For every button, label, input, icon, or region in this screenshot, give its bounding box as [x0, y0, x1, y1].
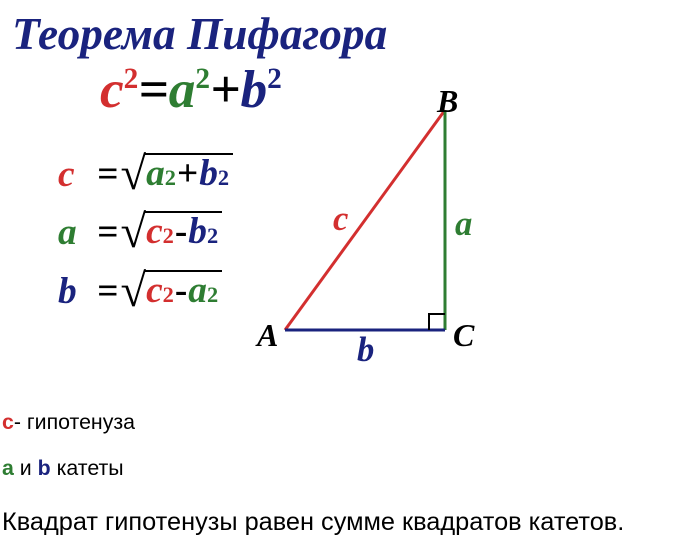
exp-a: 2	[195, 63, 210, 95]
var-b: b	[240, 59, 267, 119]
term1-exp: 2	[163, 284, 174, 306]
term2-exp: 2	[207, 225, 218, 247]
triangle-diagram: A B C c a b	[275, 105, 470, 355]
exp-b: 2	[267, 63, 282, 95]
radicand: a2+b2	[144, 153, 233, 196]
radicand: c2-a2	[144, 270, 222, 313]
sub-lhs: c	[58, 156, 97, 193]
op: -	[175, 213, 187, 250]
op-eq: =	[97, 156, 118, 193]
sub-formula-list: c=√a2+b2a=√c2-b2b=√c2-a2	[58, 150, 233, 326]
op-eq: =	[97, 273, 118, 310]
radical: √c2-a2	[120, 267, 222, 316]
radicand: c2-b2	[144, 211, 222, 254]
legend-var-b: b	[38, 456, 51, 480]
sub-lhs: a	[58, 214, 97, 251]
term1: c	[146, 272, 163, 309]
label-a: a	[455, 205, 472, 244]
sub-formula-row: b=√c2-a2	[58, 267, 233, 316]
page-title: Теорема Пифагора	[12, 8, 387, 60]
triangle-svg	[275, 105, 470, 355]
term2: b	[199, 155, 218, 192]
legend-var-c: c	[2, 410, 14, 434]
vertex-A: A	[257, 317, 278, 354]
term1: c	[146, 213, 163, 250]
radical-sign: √	[120, 151, 146, 198]
legend-line-1: c- гипотенуза	[2, 410, 135, 435]
legend-text-1: - гипотенуза	[14, 410, 135, 434]
exp-c: 2	[124, 63, 139, 95]
legend-line-2: a и b катеты	[2, 456, 124, 481]
label-b: b	[357, 331, 374, 370]
vertex-B: B	[437, 83, 458, 120]
page: Теорема Пифагора c2=a2+b2 c=√a2+b2a=√c2-…	[0, 0, 673, 544]
vertex-C: C	[453, 317, 474, 354]
theorem-statement: Квадрат гипотенузы равен сумме квадратов…	[2, 508, 624, 537]
radical-sign: √	[120, 209, 146, 256]
radical-sign: √	[120, 268, 146, 315]
term1-exp: 2	[163, 225, 174, 247]
radical: √a2+b2	[120, 150, 233, 199]
sub-formula-row: a=√c2-b2	[58, 209, 233, 258]
op-plus: +	[210, 59, 240, 119]
label-c: c	[333, 200, 348, 239]
legend-join: и	[14, 456, 38, 480]
sub-formula-row: c=√a2+b2	[58, 150, 233, 199]
legend-var-a: a	[2, 456, 14, 480]
op: -	[175, 272, 187, 309]
var-a: a	[169, 59, 196, 119]
right-angle-marker	[429, 314, 445, 330]
term1-exp: 2	[165, 167, 176, 189]
op-eq: =	[138, 59, 168, 119]
main-formula: c2=a2+b2	[100, 58, 282, 120]
term2: a	[188, 272, 207, 309]
op: +	[177, 155, 198, 192]
term2-exp: 2	[218, 167, 229, 189]
legend-text-2: катеты	[51, 456, 124, 480]
edge-hypotenuse	[285, 110, 445, 330]
term2: b	[188, 213, 207, 250]
term1: a	[146, 155, 165, 192]
term2-exp: 2	[207, 284, 218, 306]
op-eq: =	[97, 214, 118, 251]
var-c: c	[100, 59, 124, 119]
sub-lhs: b	[58, 273, 97, 310]
radical: √c2-b2	[120, 209, 222, 258]
